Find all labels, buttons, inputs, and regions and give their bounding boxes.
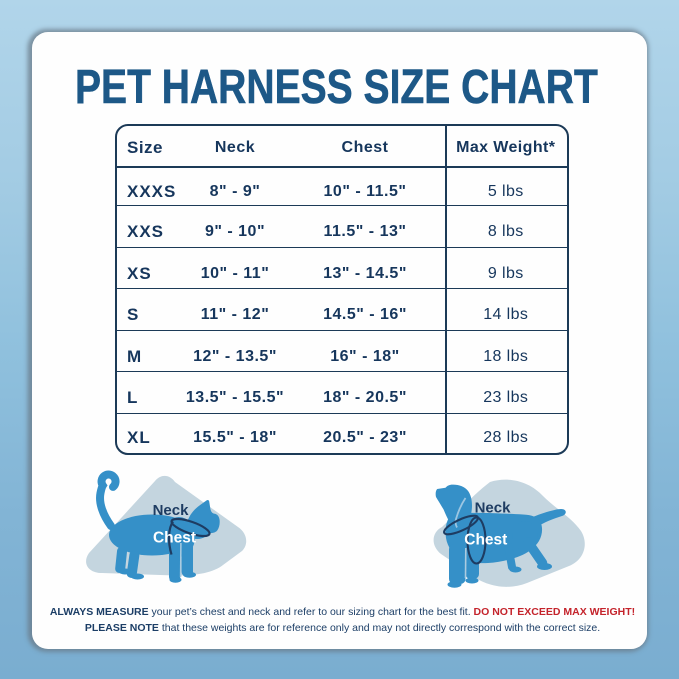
svg-text:Neck: Neck: [475, 500, 512, 517]
svg-text:Neck: Neck: [153, 502, 190, 519]
svg-text:Chest: Chest: [464, 532, 507, 549]
svg-text:Chest: Chest: [153, 530, 196, 547]
